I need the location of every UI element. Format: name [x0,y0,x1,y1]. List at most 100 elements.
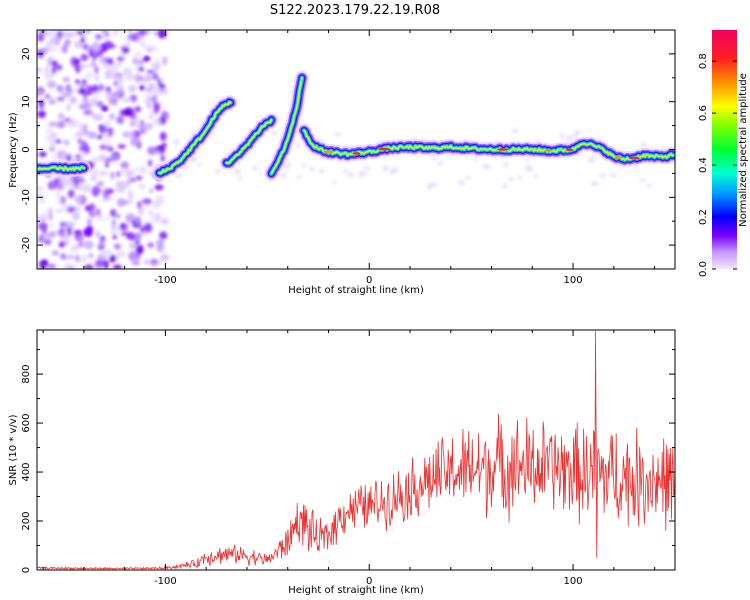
noise-blob [74,264,79,269]
spectrogram-ytick-label: -20 [21,237,32,253]
noise-blob [135,244,144,255]
noise-blob [83,129,89,136]
snr-ytick-label: 400 [21,462,32,481]
noise-blob [57,112,65,120]
noise-blob [47,44,58,53]
rising-track-b-band [226,119,272,164]
noise-blob [92,55,97,61]
noise-blob [110,171,115,180]
noise-blob [65,39,71,46]
noise-blob [156,243,164,252]
noise-blob [47,263,57,269]
colorbar: 0.0 0.2 0.4 0.6 0.8 Normalized spectral ampl… [698,30,749,277]
noise-blob [65,153,71,163]
noise-blob [37,33,45,42]
noise-blob [56,96,66,102]
colorbar-tick-label: 0.4 [698,157,709,173]
snr-xlabel: Height of straight line (km) [288,585,424,596]
noise-blob [153,63,161,73]
noise-blob [59,232,69,238]
haze-blob [285,162,291,169]
noise-blob [73,58,81,65]
noise-blob [154,184,164,191]
noise-blob [55,191,61,197]
noise-blob [47,223,56,228]
noise-blob [87,131,97,139]
haze-blob [525,167,534,172]
noise-blob [86,85,94,92]
noise-blob [160,217,169,225]
noise-blob [142,55,151,62]
haze-blob [361,171,368,175]
noise-blob [103,259,109,269]
haze-blob [427,182,433,188]
noise-blob [38,99,45,109]
haze-blob [342,169,349,174]
noise-blob [58,85,65,94]
noise-blob [69,30,79,38]
noise-blob [55,207,63,214]
noise-blob [48,100,57,105]
noise-blob [76,30,85,35]
noise-blob [82,78,87,84]
noise-blob [128,84,137,93]
noise-blob [102,189,110,199]
haze-blob [609,172,618,178]
noise-blob [122,131,131,138]
haze-blob [533,174,539,179]
noise-blob [100,235,106,241]
noise-blob [85,30,91,34]
noise-blob [62,77,70,83]
noise-blob [90,42,101,52]
noise-blob [98,124,106,129]
spectrogram-ytick-label: 20 [21,48,32,61]
haze-blob [436,161,444,166]
noise-blob [152,199,161,209]
noise-blob [76,178,86,183]
haze-blob [382,165,390,172]
noise-blob [161,142,167,149]
left-track-band [37,166,85,171]
noise-blob [107,126,114,137]
hotspot [565,148,574,152]
noise-blob [146,170,154,176]
noise-blob [125,212,136,223]
spectrogram-ytick-label: 10 [21,95,32,108]
noise-blob [109,208,117,218]
haze-blob [295,143,302,148]
noise-blob [51,36,61,44]
noise-blob [77,138,82,144]
noise-blob [146,242,155,248]
snr-xtick-label: 100 [564,576,583,587]
noise-blob [55,138,62,144]
noise-blob [131,261,141,266]
noise-blob [46,80,57,89]
haze-blob [573,130,582,134]
noise-blob [65,204,73,209]
noise-blob [147,159,153,167]
noise-blob [159,89,169,95]
noise-blob [85,225,94,235]
noise-blob [128,242,139,250]
spectrogram-ytick-label: -10 [21,189,32,205]
snr-plot-area [37,330,675,570]
noise-blob [51,30,58,34]
haze-blob [482,163,491,170]
noise-blob [115,255,120,260]
snr-content [37,331,675,570]
noise-blob [94,259,105,269]
noise-blob [44,135,54,141]
noise-blob [100,105,109,112]
snr-ylabel: SNR (10 * v/v) [8,414,19,485]
noise-blob [82,254,87,263]
haze-blob [474,155,479,162]
noise-blob [51,250,60,256]
noise-blob [84,71,94,80]
haze-blob [333,132,342,136]
noise-blob [61,254,69,261]
noise-blob [159,131,167,141]
hotspot [628,156,640,160]
noise-blob [78,122,84,132]
main-track [297,123,675,167]
